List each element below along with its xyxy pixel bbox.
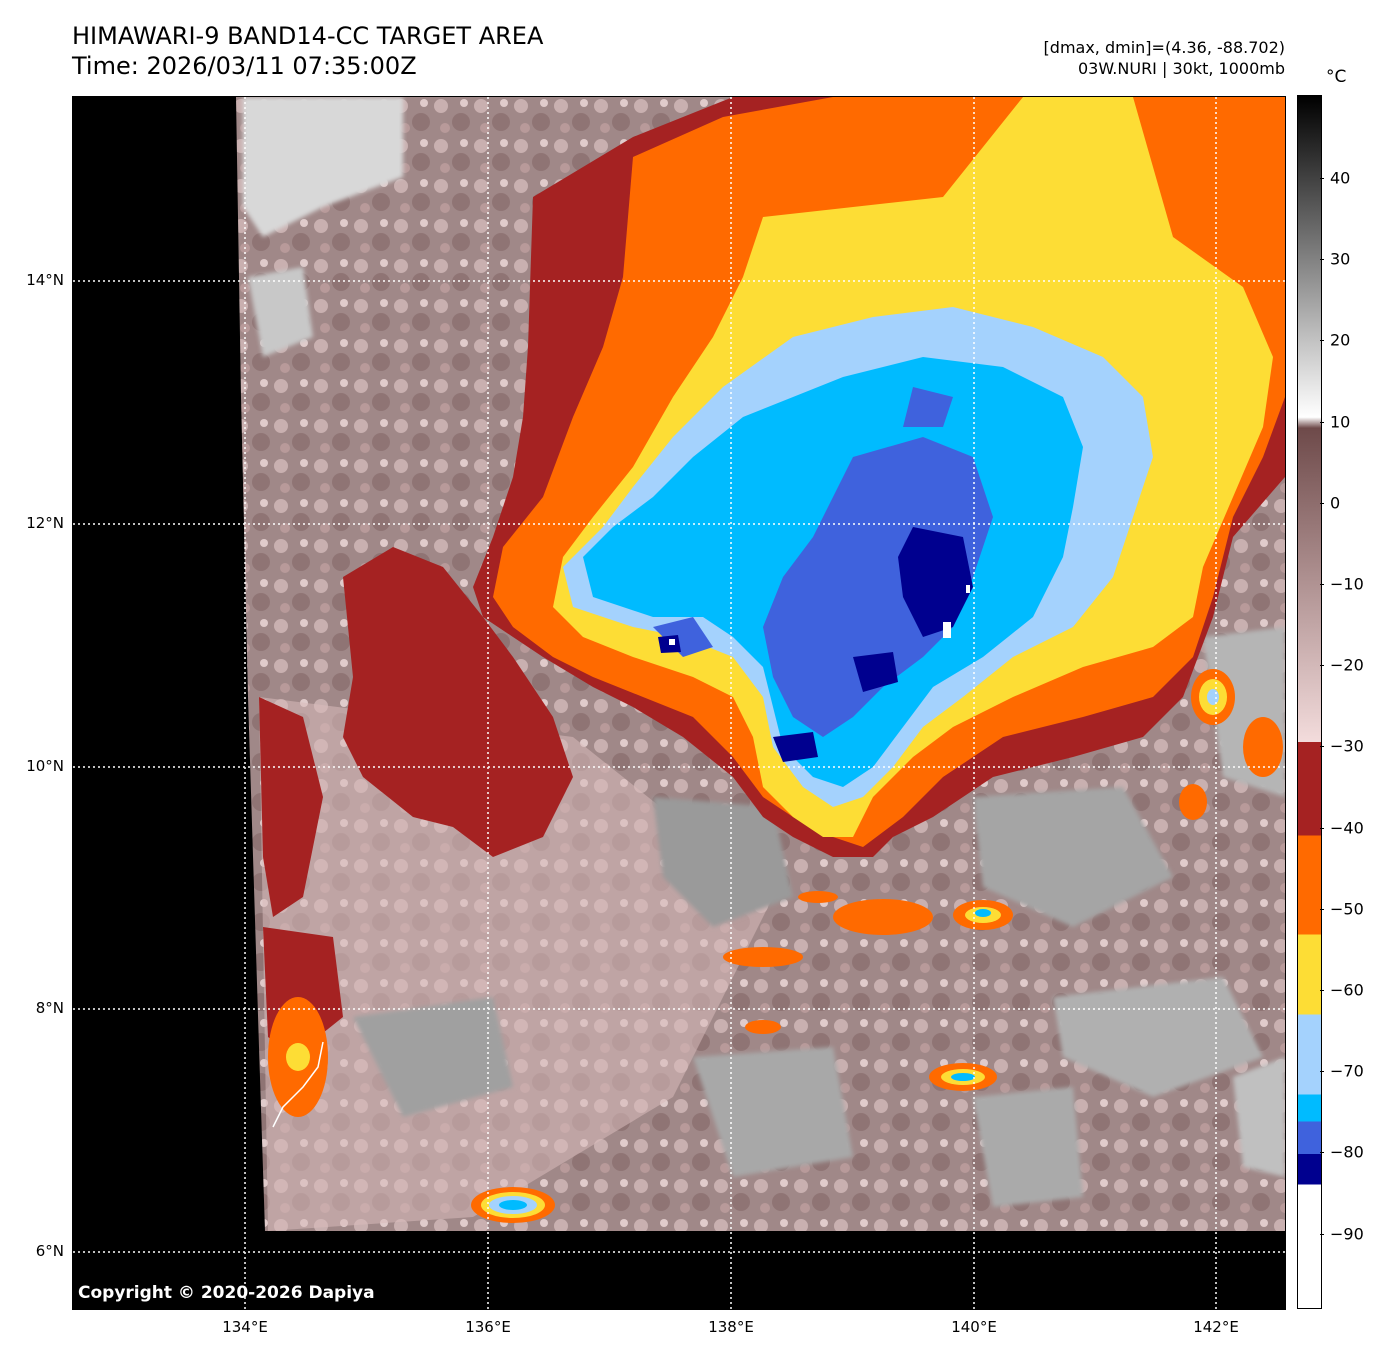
colorbar-tick (1320, 909, 1324, 910)
data-range-label: [dmax, dmin]=(4.36, -88.702) (1043, 38, 1285, 57)
colorbar (1297, 95, 1322, 1309)
colorbar-tick-label: 20 (1330, 330, 1351, 350)
chart-title: HIMAWARI-9 BAND14-CC TARGET AREA (72, 22, 544, 50)
colorbar-tick (1320, 746, 1324, 747)
colorbar-tick (1320, 990, 1324, 991)
colorbar-tick (1320, 1152, 1324, 1153)
lat-label-6n: 6°N (35, 1242, 64, 1260)
lat-label-8n: 8°N (35, 999, 64, 1017)
colorbar-tick-label: −30 (1330, 736, 1364, 756)
colorbar-tick-label: 0 (1330, 493, 1341, 513)
colorbar-tick-label: −60 (1330, 980, 1364, 1000)
copyright-label: Copyright © 2020-2026 Dapiya (78, 1283, 375, 1303)
colorbar-tick (1320, 178, 1324, 179)
colorbar-tick-label: −50 (1330, 899, 1364, 919)
satellite-imagery (73, 97, 1285, 1309)
lat-label-14n: 14°N (26, 271, 64, 289)
colorbar-tick-label: −90 (1330, 1224, 1364, 1244)
colorbar-tick-label: 10 (1330, 412, 1351, 432)
colorbar-tick-label: 30 (1330, 249, 1351, 269)
colorbar-tick (1320, 584, 1324, 585)
colorbar-tick (1320, 422, 1324, 423)
convective-cloud-shield (259, 97, 1285, 1057)
lon-label-140e: 140°E (951, 1318, 997, 1336)
colorbar-tick (1320, 259, 1324, 260)
lon-label-136e: 136°E (465, 1318, 511, 1336)
colorbar-tick (1320, 503, 1324, 504)
colorbar-tick-label: −70 (1330, 1061, 1364, 1081)
lon-label-142e: 142°E (1193, 1318, 1239, 1336)
satellite-map: Copyright © 2020-2026 Dapiya (72, 96, 1286, 1310)
lat-label-10n: 10°N (26, 757, 64, 775)
colorbar-tick-label: −40 (1330, 818, 1364, 838)
isolated-convective-cells (268, 669, 1283, 1223)
gridlines (73, 97, 1285, 1309)
colorbar-tick-label: −10 (1330, 574, 1364, 594)
colorbar-tick (1320, 665, 1324, 666)
timestamp: Time: 2026/03/11 07:35:00Z (72, 52, 417, 80)
storm-info-label: 03W.NURI | 30kt, 1000mb (1077, 59, 1285, 78)
colorbar-tick (1320, 1234, 1324, 1235)
colorbar-tick-label: −20 (1330, 655, 1364, 675)
lon-label-138e: 138°E (708, 1318, 754, 1336)
colorbar-unit: °C (1326, 67, 1347, 87)
low-cloud-region (259, 697, 773, 1231)
colorbar-tick-label: −80 (1330, 1142, 1364, 1162)
colorbar-tick (1320, 828, 1324, 829)
coastline (272, 1041, 324, 1128)
colorbar-tick (1320, 1071, 1324, 1072)
colorbar-tick-label: 40 (1330, 168, 1351, 188)
warm-cloud-patches (243, 97, 1285, 1207)
colorbar-tick (1320, 340, 1324, 341)
lat-label-12n: 12°N (26, 514, 64, 532)
lon-label-134e: 134°E (222, 1318, 268, 1336)
